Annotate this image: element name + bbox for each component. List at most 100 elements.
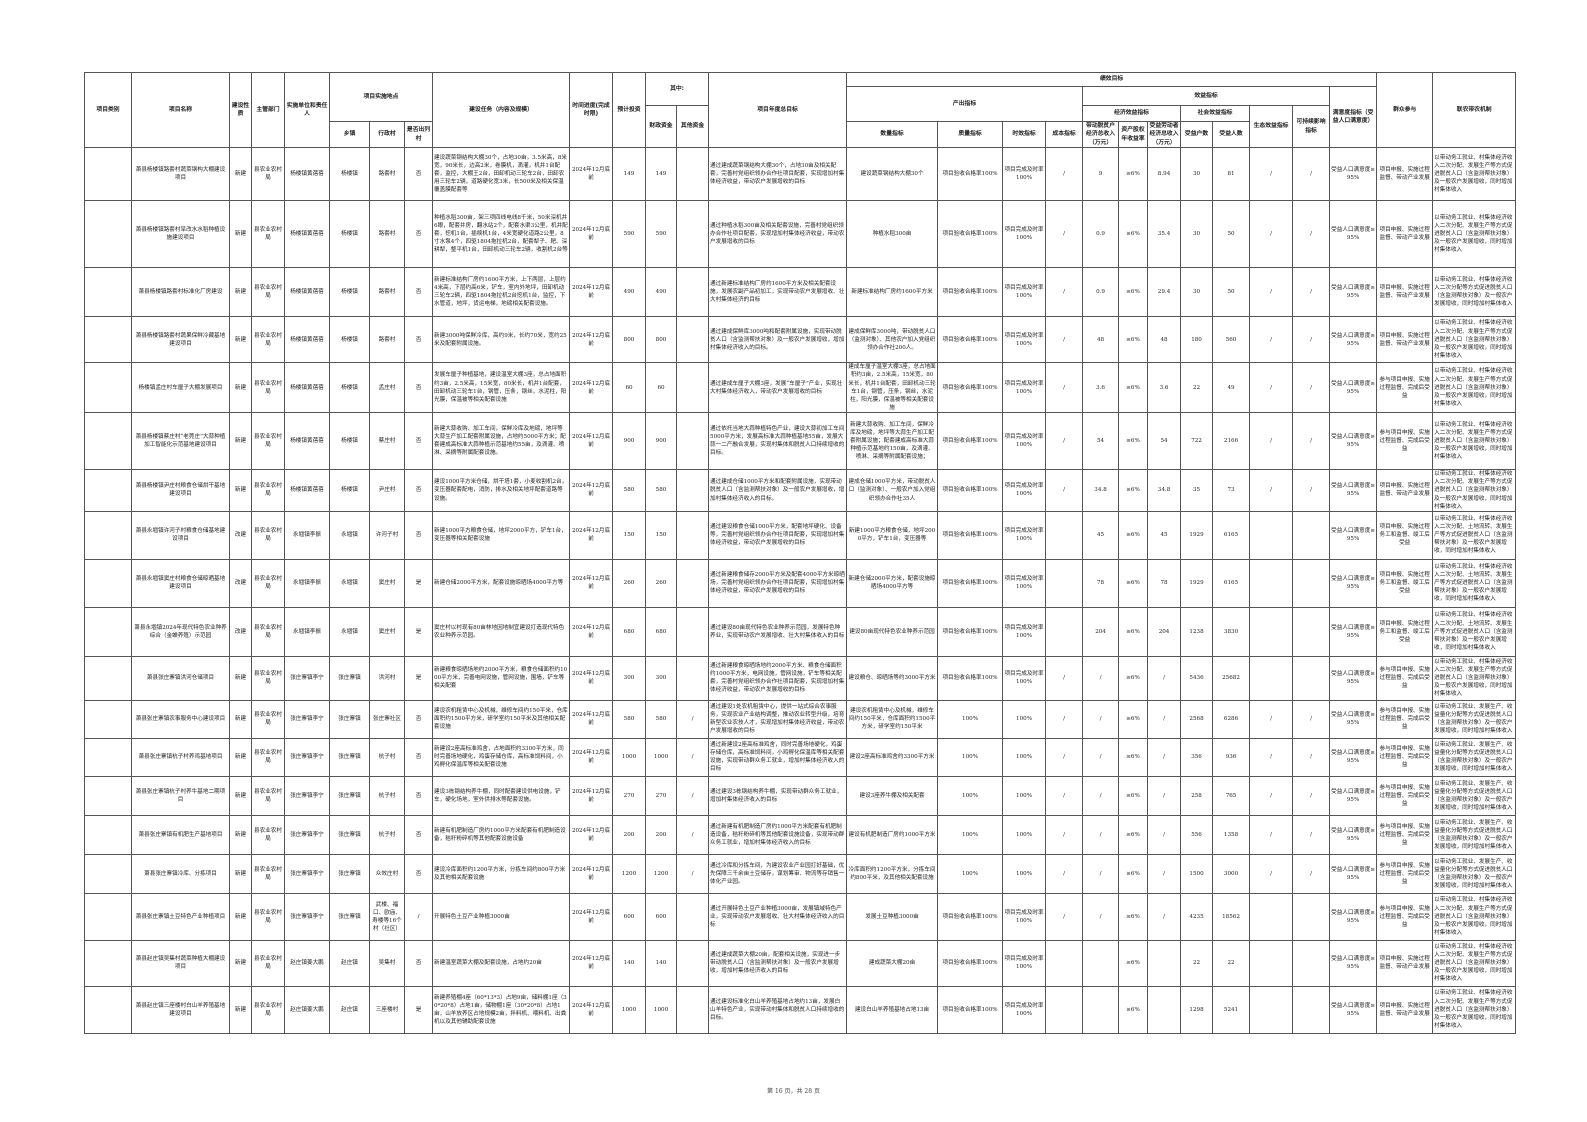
- cell-category: [84, 892, 132, 941]
- cell-asset-return: ≥6%: [1118, 814, 1149, 855]
- cell-annual-goal: 通过建成蔬菜大棚20亩，配套相关设施，实现进一步带动脱贫人口（含监测帮扶对象）及…: [708, 939, 848, 987]
- cell-village: 张庄寨社区: [369, 699, 405, 739]
- cell-task: 建设3栋钢结构养牛棚，同时配套建设供电设施，铲车，硬化场地，室外供排水等配套设施…: [432, 775, 571, 816]
- cell-unit: 杨楼镇黄蓓蓓: [284, 316, 330, 364]
- cell-category: [84, 558, 132, 608]
- cell-persons: 81: [1212, 147, 1251, 202]
- page-number: 第 16 页，共 28 页: [767, 1088, 820, 1095]
- table-header: 项目类别 项目名称 建设性质 主管部门 实施单位和责任人 项目实施地点 建设任务…: [84, 71, 1517, 149]
- cell-department: 县农业农村局: [251, 775, 285, 816]
- cell-quantity: 建设粮仓、晾晒场等约3000平方米: [846, 655, 939, 701]
- cell-persons: 3000: [1212, 853, 1251, 894]
- cell-village: 窦庄村: [369, 606, 405, 657]
- cell-participation: 项目申报、实施过程监督、带动产业发展: [1376, 939, 1434, 987]
- table-row: 萧县张庄寨镇冷库、分拣项目 新建 县农业农村局 张庄寨镇李宁 张庄寨镇 众效庄村否建设冷库…: [84, 853, 1517, 894]
- cell-category: [84, 853, 132, 894]
- cell-nature: 新建: [229, 412, 252, 471]
- cell-mechanism: 以带动务工就业、发展生产、收益量化分配等方式促进脱贫人口（含监测帮扶对象）及一般…: [1432, 775, 1517, 816]
- cell-schedule: 2024年12月底前: [569, 606, 614, 657]
- header-department: 主管部门: [251, 71, 285, 149]
- header-annual-goal: 项目年度总目标: [708, 71, 848, 149]
- cell-investment: 580: [612, 699, 647, 739]
- header-town: 乡镇: [329, 120, 370, 149]
- cell-participation: 参与项目申报、实施过程监督、完成后受益: [1376, 853, 1434, 894]
- cell-department: 县农业农村局: [251, 892, 285, 941]
- cell-other-funds: [676, 200, 710, 269]
- cell-timeliness: 100%: [1002, 814, 1047, 855]
- cell-quantity: 建设农机租赁中心及机械，维修车间约150平米，仓库面积约1500平方米，研学室约…: [846, 699, 939, 739]
- cell-households: 180: [1180, 316, 1214, 364]
- cell-quantity: 建设2座高标准鸡舍约3300平方米: [846, 737, 939, 777]
- cell-other-funds: [676, 362, 710, 414]
- cell-quality: 100%: [937, 853, 1004, 894]
- cell-unit: 杨楼镇黄蓓蓓: [284, 200, 330, 269]
- cell-schedule: 2024年12月底前: [569, 200, 614, 269]
- cell-quality: 100%: [937, 737, 1004, 777]
- cell-task: 开展特色土豆产业种植3000亩: [432, 892, 571, 941]
- cell-asset-return: ≥6%: [1118, 267, 1149, 318]
- cell-schedule: 2024年12月底前: [569, 469, 614, 512]
- cell-nature: 新建: [229, 469, 252, 512]
- cell-quality: 项目验收合格率100%: [937, 316, 1004, 364]
- cell-satisfaction: 受益人口满意度≥95%: [1329, 362, 1378, 414]
- cell-poor-income: 0.9: [1082, 200, 1120, 269]
- cell-annual-goal: 通过新建标准结构厂房约1600平方米及相关配套设施，发展农副产品初加工，实现带动…: [708, 267, 848, 318]
- cell-task: 新建温室蔬菜大棚及配套设施，占地约20亩: [432, 939, 571, 987]
- cell-annual-goal: 通过建成保鲜库3000吨和配套附属设施，实现带动脱贫人口（含监测帮扶对象）及一般…: [708, 316, 848, 364]
- cell-fiscal: 800: [645, 316, 678, 364]
- cell-mechanism: 以带动务工就业、村集体经济收入二次分配、发展生产等方式促进脱贫人口（含监测帮扶对…: [1432, 362, 1517, 414]
- cell-quantity: 种植水稻300亩: [846, 200, 939, 269]
- cell-other-funds: [676, 412, 710, 471]
- cell-annual-goal: 通过建成车厘子大棚3座，发展“车厘子”产业，实现壮大村集体经济收入，带动农户发展…: [708, 362, 848, 414]
- table-row: 萧县赵庄镇吴集村蔬菜种植大棚建设项目 新建 县农业农村局 赵庄镇姜大鹏 赵庄镇 吴集村否新…: [84, 939, 1517, 987]
- header-category: 项目类别: [84, 71, 132, 149]
- table-row: 萧县杨楼镇尹庄村粮食仓储烘干基地建设项目 新建 县农业农村局 杨楼镇黄蓓蓓 杨楼镇 尹庄村…: [84, 469, 1517, 512]
- cell-labor-income: /: [1147, 655, 1182, 701]
- cell-investment: 60: [612, 362, 647, 414]
- header-of-which: 其中:: [645, 72, 710, 106]
- cell-mechanism: 以带动务工就业、村集体经济收入二次分配、发展生产等方式促进脱贫人口（含监测帮扶对…: [1432, 200, 1517, 269]
- cell-category: [84, 814, 132, 855]
- cell-fiscal: 900: [645, 412, 678, 471]
- cell-ecological: /: [1249, 699, 1294, 739]
- cell-labor-income: /: [1147, 737, 1182, 777]
- cell-labor-income: 34.8: [1147, 469, 1182, 512]
- cell-labor-income: /: [1147, 699, 1182, 739]
- cell-exit-village: 否: [403, 699, 434, 739]
- cell-nature: 新建: [229, 267, 252, 318]
- cell-town: 张庄寨镇: [329, 853, 370, 894]
- cell-quantity: 冷库面积约1200平方米，分拣车间约800平米，及其他相关配套设施: [846, 853, 939, 894]
- cell-fiscal: 60: [645, 362, 678, 414]
- cell-quantity: 新建1000平方粮食仓储，地坪2000平方，铲车1台，变压器等: [846, 510, 939, 560]
- cell-satisfaction: 受益人口满意度≥95%: [1329, 655, 1378, 701]
- cell-ecological: /: [1249, 316, 1294, 364]
- cell-cost: /: [1045, 412, 1084, 471]
- cell-ecological: [1249, 939, 1294, 987]
- cell-asset-return: ≥6%: [1118, 853, 1149, 894]
- cell-households: 35: [1180, 469, 1214, 512]
- cell-satisfaction: 受益人口满意度≥95%: [1329, 853, 1378, 894]
- cell-poor-income: 48: [1082, 316, 1120, 364]
- cell-unit: 杨楼镇黄蓓蓓: [284, 362, 330, 414]
- cell-asset-return: ≥6%: [1118, 699, 1149, 739]
- cell-village: 路套村: [369, 200, 405, 269]
- cell-labor-income: /: [1147, 892, 1182, 941]
- cell-schedule: 2024年12月底前: [569, 267, 614, 318]
- cell-unit: 赵庄镇姜大鹏: [284, 985, 330, 1034]
- table-row: 萧县赵庄镇三座楼村白山羊养殖基地建设项目 新建 县农业农村局 赵庄镇姜大鹏 赵庄镇 三座楼…: [84, 985, 1517, 1034]
- cell-satisfaction: 受益人口满意度≥95%: [1329, 939, 1378, 987]
- cell-category: [84, 147, 132, 202]
- cell-ecological: /: [1249, 469, 1294, 512]
- cell-mechanism: 以带动务工就业、村集体经济收入二次分配、发展生产等方式促进脱贫人口（含监测帮扶对…: [1432, 939, 1517, 987]
- cell-participation: 项目申报、实施过程监督、带动产业发展: [1376, 267, 1434, 318]
- cell-exit-village: /: [403, 892, 434, 941]
- cell-nature: 新建: [229, 147, 252, 202]
- cell-investment: 260: [612, 558, 647, 608]
- cell-persons: 6165: [1212, 558, 1251, 608]
- cell-fiscal: 300: [645, 655, 678, 701]
- cell-cost: /: [1045, 814, 1084, 855]
- cell-investment: 140: [612, 939, 647, 987]
- cell-fiscal: 600: [645, 892, 678, 941]
- cell-mechanism: 以带动务工就业、发展生产、收益量化分配等方式促进脱贫人口（含监测帮扶对象）及一般…: [1432, 814, 1517, 855]
- cell-village: 洪河村: [369, 655, 405, 701]
